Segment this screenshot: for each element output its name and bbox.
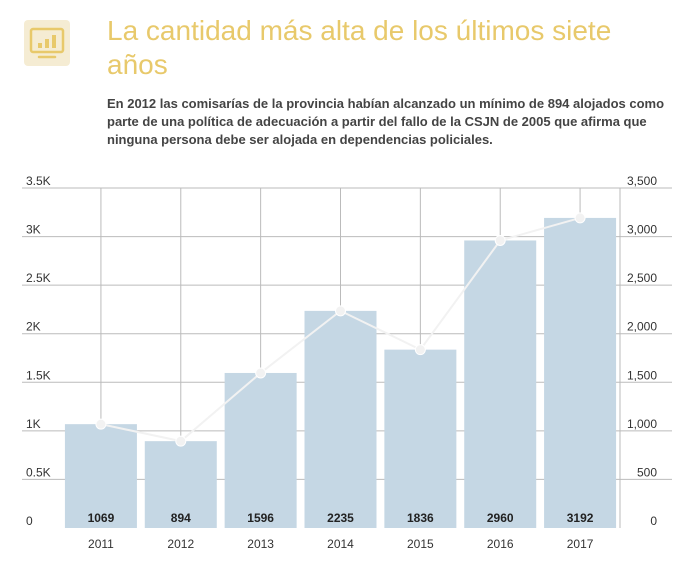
y-tick-right: 500	[637, 465, 657, 479]
page-title: La cantidad más alta de los últimos siet…	[107, 15, 612, 80]
y-tick-right: 0	[650, 514, 657, 528]
x-tick-label: 2015	[407, 537, 434, 551]
page-subtitle: En 2012 las comisarías de la provincia h…	[107, 96, 665, 147]
line-point	[414, 344, 426, 356]
line-point	[335, 305, 346, 317]
x-tick-label: 2013	[247, 537, 274, 551]
line-point	[255, 367, 267, 379]
x-tick-label: 2014	[327, 537, 354, 551]
bar	[224, 372, 297, 528]
y-tick-right: 2,000	[627, 320, 657, 334]
bar	[64, 424, 137, 528]
bar-value-label: 3192	[567, 511, 594, 525]
line-point	[175, 435, 187, 447]
y-tick-right: 3,500	[627, 174, 657, 188]
line-point	[95, 418, 107, 430]
bar	[384, 349, 457, 528]
bar-value-label: 1836	[407, 511, 434, 525]
monitor-chart-icon	[24, 20, 70, 66]
x-tick-label: 2012	[167, 537, 194, 551]
y-tick-left: 1.5K	[26, 368, 51, 382]
y-tick-right: 2,500	[627, 271, 657, 285]
bar	[464, 240, 537, 528]
x-tick-label: 2016	[487, 537, 514, 551]
x-tick-label: 2011	[88, 537, 114, 551]
y-tick-left: 0.5K	[26, 465, 51, 479]
bar	[144, 441, 217, 528]
y-tick-left: 2.5K	[26, 271, 51, 285]
y-tick-left: 3.5K	[26, 174, 51, 188]
bar-value-label: 2960	[487, 511, 514, 525]
x-tick-label: 2017	[567, 537, 594, 551]
y-tick-left: 3K	[26, 223, 41, 237]
bar-value-label: 1069	[88, 511, 115, 525]
bar	[544, 217, 617, 529]
y-tick-right: 1,000	[627, 417, 657, 431]
bar-value-label: 2235	[327, 511, 354, 525]
bar-value-label: 894	[171, 511, 191, 525]
bar-value-label: 1596	[247, 511, 274, 525]
y-tick-left: 1K	[26, 417, 41, 431]
line-point	[494, 234, 506, 246]
y-tick-left: 2K	[26, 320, 41, 334]
y-tick-right: 3,000	[627, 223, 657, 237]
bar	[304, 310, 377, 528]
line-point	[574, 212, 586, 224]
y-tick-right: 1,500	[627, 368, 657, 382]
y-tick-left: 0	[26, 514, 33, 528]
